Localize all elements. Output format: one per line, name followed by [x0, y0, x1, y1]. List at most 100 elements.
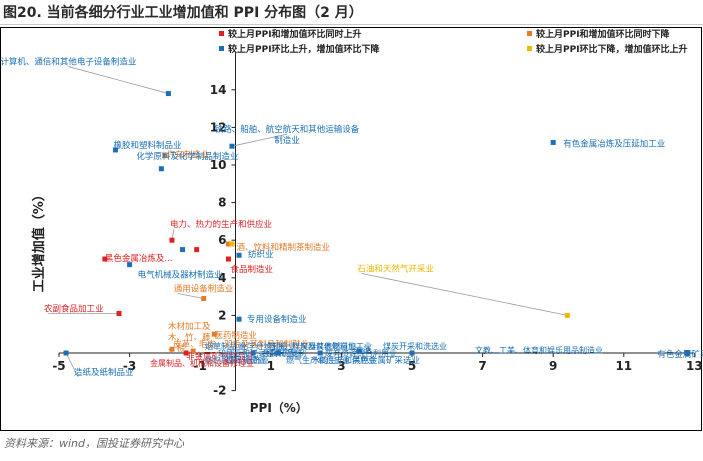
cluster-label: 废弃资源综合利用业: [325, 348, 397, 358]
y-tick-label: 4: [218, 271, 226, 285]
data-point: [684, 350, 690, 356]
data-point: [112, 147, 118, 153]
data-point: [102, 256, 108, 262]
cluster-label: 煤炭开采和洗选业: [383, 341, 447, 351]
y-tick-label: -2: [213, 384, 226, 398]
x-tick-label: 7: [478, 359, 486, 373]
x-tick-label: -3: [123, 359, 136, 373]
x-tick-label: 13: [686, 359, 703, 373]
x-tick-label: 9: [549, 359, 557, 373]
y-tick-label: 8: [218, 196, 226, 210]
data-label: 非金属矿物制品业: [186, 351, 254, 362]
data-point: [194, 247, 200, 253]
leader-line: [361, 273, 568, 316]
cluster-label: 金属制品业: [262, 348, 302, 358]
data-label: 黑色金属矿采选业: [352, 355, 420, 366]
legend-label: 较上月PPI和增加值环比同时下降: [536, 28, 671, 40]
data-label: 通用设备制造业: [174, 283, 234, 294]
y-tick-label: 14: [210, 83, 227, 97]
leader-line: [65, 352, 79, 378]
data-point: [250, 350, 256, 356]
data-point: [169, 346, 175, 352]
chart-frame: [0, 27, 702, 431]
data-point: [127, 262, 133, 268]
x-tick-label: -5: [52, 359, 65, 373]
cluster-label: 化学纤维制造业: [240, 341, 296, 351]
y-tick-label: 10: [210, 158, 227, 172]
legend-swatch: [527, 46, 532, 51]
data-label: 汽车制造业: [167, 150, 210, 161]
data-point: [116, 311, 122, 317]
data-label: 有色金属矿采选业: [657, 349, 703, 360]
data-point: [180, 247, 186, 253]
data-label: 电气机械及器材制造业: [138, 270, 223, 281]
data-label: 橡胶和塑料制品业: [113, 140, 181, 151]
cluster-label: 仪器仪表制造业: [300, 341, 356, 351]
cluster-label: 金属制品、机械和设备修理业: [150, 358, 254, 368]
cluster-label: 家具制造业: [226, 355, 266, 365]
data-point: [158, 166, 164, 172]
data-point: [409, 350, 415, 356]
x-axis-title: PPI（%）: [250, 400, 308, 415]
data-point: [162, 153, 168, 159]
data-point: [275, 350, 281, 356]
data-labels: 黑色金属冶炼及... 农副食品加工业 电力、热力的生产和供应业食品制造业非金属矿物制…: [0, 57, 703, 378]
data-point: [550, 139, 556, 145]
data-points: [63, 91, 690, 356]
data-label: 铁路、船舶、航空航天和其他运输设备: [215, 124, 360, 135]
data-point: [183, 350, 189, 356]
x-tick-label: 5: [408, 359, 416, 373]
data-point: [225, 241, 231, 247]
legend-label: 较上月PPI和增加值环比同时上升: [228, 28, 362, 40]
label-leader-lines: [48, 66, 568, 378]
y-tick-label: 6: [218, 233, 226, 247]
legend-swatch: [527, 31, 532, 36]
data-label: 专用设备制造业: [247, 314, 307, 325]
data-label: 纺织业: [248, 249, 274, 260]
data-label: 木、竹、藤: [168, 332, 211, 343]
x-tick-label: 11: [615, 359, 632, 373]
data-point: [236, 252, 242, 258]
data-point: [229, 143, 235, 149]
x-tick-label: 3: [337, 359, 345, 373]
title-divider: [0, 24, 703, 25]
data-point: [201, 295, 207, 301]
x-tick-label: -1: [194, 359, 207, 373]
figure-title: 图20. 当前各细分行业工业增加值和 PPI 分布图（2 月）: [3, 5, 363, 21]
cluster-label: 水的生产和供应业: [312, 355, 376, 365]
data-point: [211, 331, 217, 337]
data-label: 制造业: [274, 135, 300, 146]
data-label: 造纸及纸制品业: [74, 367, 134, 378]
data-label: 黑色金属冶炼及...: [105, 253, 173, 264]
y-tick-label: 12: [210, 120, 227, 134]
legend-swatch: [219, 31, 224, 36]
cluster-label: 燃气生产和供应业: [286, 355, 350, 365]
cluster-label: 文教、工美、体育和娱乐用品制造业: [475, 345, 603, 355]
data-point: [225, 256, 231, 262]
legend-label: 较上月PPI环比上升，增加值环比下降: [228, 43, 381, 55]
legend-label: 较上月PPI环比下降，增加值环比上升: [536, 43, 688, 55]
data-point: [236, 316, 242, 322]
data-label: 有色金属冶炼及压延加工业: [563, 138, 665, 149]
x-tick-label: 1: [267, 359, 275, 373]
cluster-label: 纺织服装、服饰业: [205, 355, 269, 365]
cluster-label: 石油: [355, 345, 371, 355]
legend-swatch: [219, 46, 224, 51]
data-point: [169, 237, 175, 243]
y-axis-title: 工业增加值（%）: [31, 188, 47, 292]
leader-line: [177, 293, 204, 299]
data-label: 计算机、通信和其他电子设备制造业: [0, 57, 136, 68]
data-point: [229, 241, 235, 247]
data-label: 农副食品加工业: [44, 304, 104, 315]
data-label: 酒、饮料和精制茶制造业: [236, 242, 330, 253]
cluster-label: 烟草制品业: [205, 341, 245, 351]
y-tick-label: 2: [218, 308, 226, 322]
data-label: 、棕: [168, 343, 186, 354]
data-point: [190, 348, 196, 354]
data-label: 皮革、毛皮、羽毛及其制品和制鞋业: [173, 339, 309, 350]
data-point: [165, 91, 171, 97]
data-point: [564, 312, 570, 318]
data-point: [356, 348, 362, 354]
